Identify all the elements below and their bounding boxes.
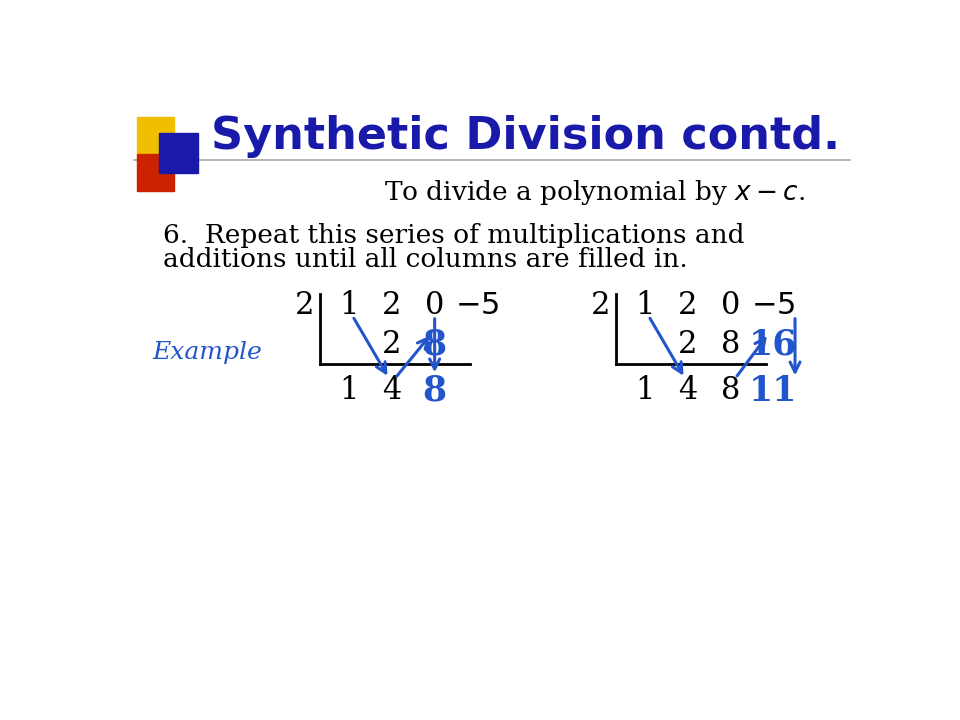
Text: 1: 1 — [636, 290, 655, 321]
Text: To divide a polynomial by $x-c$.: To divide a polynomial by $x-c$. — [383, 178, 804, 207]
Bar — [137, 117, 175, 154]
Text: 11: 11 — [749, 374, 798, 408]
Text: 0: 0 — [721, 290, 740, 321]
Text: 2: 2 — [382, 290, 402, 321]
Text: 6.  Repeat this series of multiplications and: 6. Repeat this series of multiplications… — [162, 222, 744, 248]
Bar — [158, 132, 198, 173]
Text: 1: 1 — [340, 290, 359, 321]
Text: $-5$: $-5$ — [751, 290, 796, 321]
Text: 8: 8 — [422, 374, 446, 408]
Bar — [137, 154, 175, 191]
Text: Synthetic Division contd.: Synthetic Division contd. — [211, 115, 840, 158]
Text: 16: 16 — [749, 328, 798, 361]
Text: 8: 8 — [721, 375, 740, 406]
Text: 4: 4 — [382, 375, 401, 406]
Text: 0: 0 — [425, 290, 444, 321]
Text: 4: 4 — [679, 375, 698, 406]
Text: 2: 2 — [382, 329, 402, 360]
Text: 8: 8 — [721, 329, 740, 360]
Text: 1: 1 — [636, 375, 655, 406]
Text: 2: 2 — [679, 329, 698, 360]
Text: Example: Example — [153, 341, 262, 364]
Text: 2: 2 — [679, 290, 698, 321]
Text: 2: 2 — [295, 290, 314, 321]
Text: $-5$: $-5$ — [455, 290, 499, 321]
Text: 8: 8 — [422, 328, 446, 361]
Text: 1: 1 — [340, 375, 359, 406]
Text: 2: 2 — [590, 290, 611, 321]
Text: additions until all columns are filled in.: additions until all columns are filled i… — [162, 247, 687, 272]
